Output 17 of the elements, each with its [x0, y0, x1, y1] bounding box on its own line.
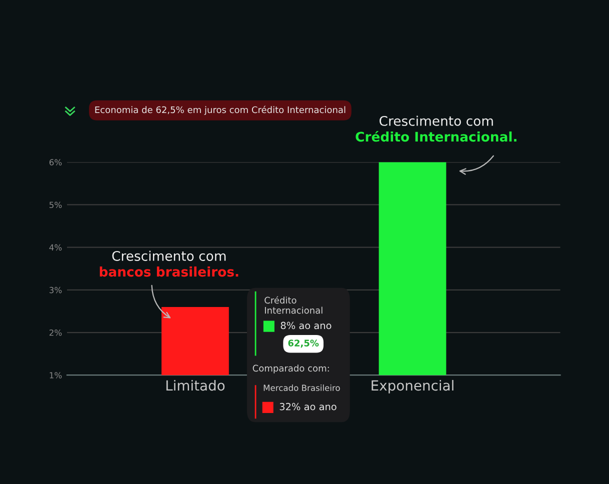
y-tick-label: 4% — [49, 244, 62, 251]
text: 32% ao ano — [280, 402, 336, 410]
annotation: Comparado com: — [252, 364, 329, 374]
x-tick-label: Limitado — [166, 380, 225, 391]
chart-title: Economia de 62,5% em juros com Crédito Internacional — [95, 106, 346, 115]
text: Mercado Brasileiro — [264, 384, 340, 391]
y-tick-label: 3% — [50, 286, 62, 294]
annotation: Crescimento com Crédito Internacional. — [356, 116, 516, 142]
annotation: 62,5% — [288, 340, 319, 348]
y-tick-label: 5% — [50, 202, 62, 208]
y-tick-label: 2% — [50, 329, 62, 336]
annotation: Crédito Internacional — [264, 296, 322, 314]
x-tick-label: Exponencial — [372, 380, 454, 394]
y-tick-label: 1% — [50, 372, 62, 378]
y-tick-label: 6% — [49, 159, 62, 166]
annotation: Crescimento com bancos brasileiros. — [100, 250, 238, 277]
annotation: 8% ao ano — [280, 322, 332, 330]
